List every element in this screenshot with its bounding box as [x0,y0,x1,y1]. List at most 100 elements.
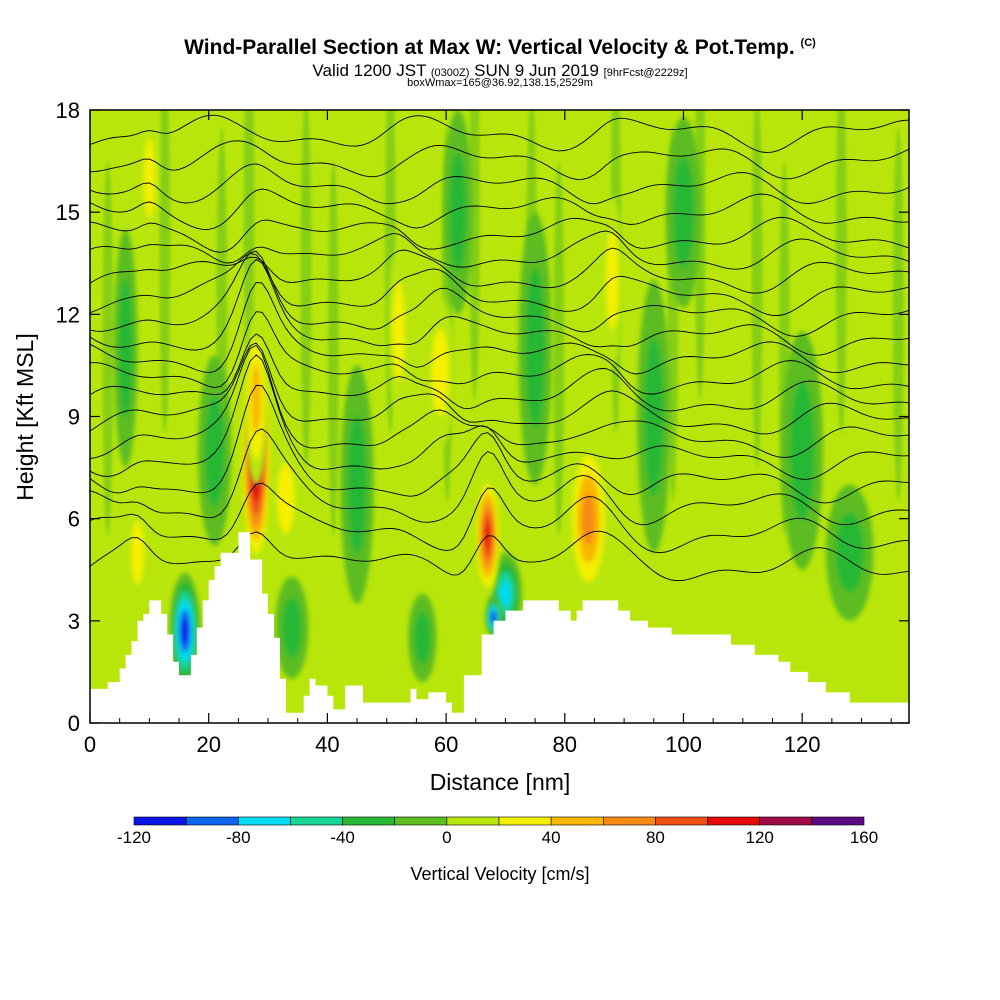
colorbar-tick-label: 0 [442,828,451,847]
isentrope-line [90,250,909,337]
streak-band [836,110,847,434]
colorbar-swatch [185,816,239,826]
isentrope-line [90,252,909,316]
box-info: boxWmax=165@36.92,138.15,2529m [407,77,593,89]
downdraft-cell [198,355,232,546]
isentrope-line [90,342,909,435]
downdraft-cell-level [790,381,815,521]
x-tick-label: 40 [315,732,339,757]
colorbar-swatch [707,816,761,826]
isentrope-line [90,311,909,395]
y-tick-label: 15 [56,200,80,225]
colorbar-tick-label: 120 [746,828,774,847]
y-axis-title: Height [Kft MSL] [12,333,38,500]
downdraft-cell-level [491,612,496,622]
x-tick-label: 120 [784,732,821,757]
downdraft-cell-level [673,156,694,268]
colorbar-swatch [342,816,396,826]
isentrope-line [90,428,909,526]
updraft-cell [244,314,269,485]
title-text: Wind-Parallel Section at Max W: Vertical… [184,36,795,59]
downdraft-cell-level [644,337,664,496]
colorbar: -120 -80 -40 0 40 80 120 160 [117,816,878,847]
streak-band [553,161,565,536]
isentrope-line [90,230,909,270]
x-axis-title: Distance [nm] [430,769,571,795]
colorbar-tick-label: -40 [330,828,355,847]
downdraft-cell-level [500,580,511,607]
downdraft-cell-level [414,612,431,664]
forecast-info: [9hrFcst@2229z] [603,67,688,79]
updraft-cell [601,195,623,366]
downdraft-cell [637,280,671,553]
isentrope-line [90,216,909,253]
downdraft-cell [169,573,201,689]
updraft-cell-level [143,138,155,218]
colorbar-tick-label: 40 [542,828,561,847]
colorbar-tick-label: 160 [850,828,878,847]
downdraft-cell [408,593,437,683]
colorbar-swatch [655,816,708,826]
colorbar-swatch [446,816,500,826]
colorbar-swatch [394,816,448,826]
isentrope-line [90,247,909,294]
terrain-mask [90,532,909,723]
isentrope-line [90,282,909,375]
y-tick-label: 0 [68,711,80,736]
colorbar-swatch [811,816,865,826]
y-tick-label: 9 [68,405,80,430]
colorbar-swatch [133,816,187,826]
streak-band [300,110,312,468]
isentrope-line [90,114,909,154]
x-tick-label: 80 [553,732,577,757]
plot-area [90,110,909,723]
velocity-fill [113,110,874,689]
downdraft-cell [275,576,309,679]
colorbar-tick-label: 80 [646,828,665,847]
isentrope-line [90,482,909,554]
downdraft-cell-level [204,394,225,507]
updraft-cell-level [277,462,295,534]
updraft-cell [567,436,610,601]
isentrope-line [90,333,909,412]
y-tick-label: 12 [56,302,80,327]
colorbar-swatch [237,816,291,826]
colorbar-swatch [550,816,604,826]
y-tick-label: 3 [68,609,80,634]
valid-time: Valid 1200 JST (0300Z) SUN 9 Jun 2019 [9… [0,61,1000,81]
updraft-cell [425,297,455,448]
colorbar-swatch [290,816,343,826]
colorbar-title: Vertical Velocity [cm/s] [410,864,589,884]
updraft-cell [271,436,301,560]
downdraft-cell [518,212,552,485]
x-tick-label: 100 [665,732,702,757]
valid-utc: (0300Z) [430,67,470,79]
streak-band [751,110,763,468]
x-tick-label: 0 [84,732,96,757]
updraft-cell-level [251,364,262,435]
downdraft-cell [665,116,702,308]
updraft-cell [387,246,410,417]
downdraft-cell-level [181,618,189,644]
updraft-cell-level [431,328,449,416]
isentrope-line [90,140,909,180]
isentrope-line [90,163,909,205]
downdraft-cell-level [525,268,545,428]
downdraft-cell [113,229,138,468]
streak-band [102,161,114,536]
isentrope-line [90,344,909,459]
downdraft-cell [340,365,374,604]
downdraft-cell [825,484,874,621]
streak-band [892,127,904,502]
copyright-mark: (C) [800,37,816,49]
downdraft-cell-level [449,152,467,272]
updraft-cell-level [581,492,596,545]
streak-band [327,161,339,536]
x-tick-label: 20 [196,732,220,757]
streak-band [159,110,171,434]
downdraft-cell [443,110,473,315]
updraft-cell-level [131,520,144,585]
updraft-cell-level [392,281,405,382]
isentrope-line [90,354,909,480]
